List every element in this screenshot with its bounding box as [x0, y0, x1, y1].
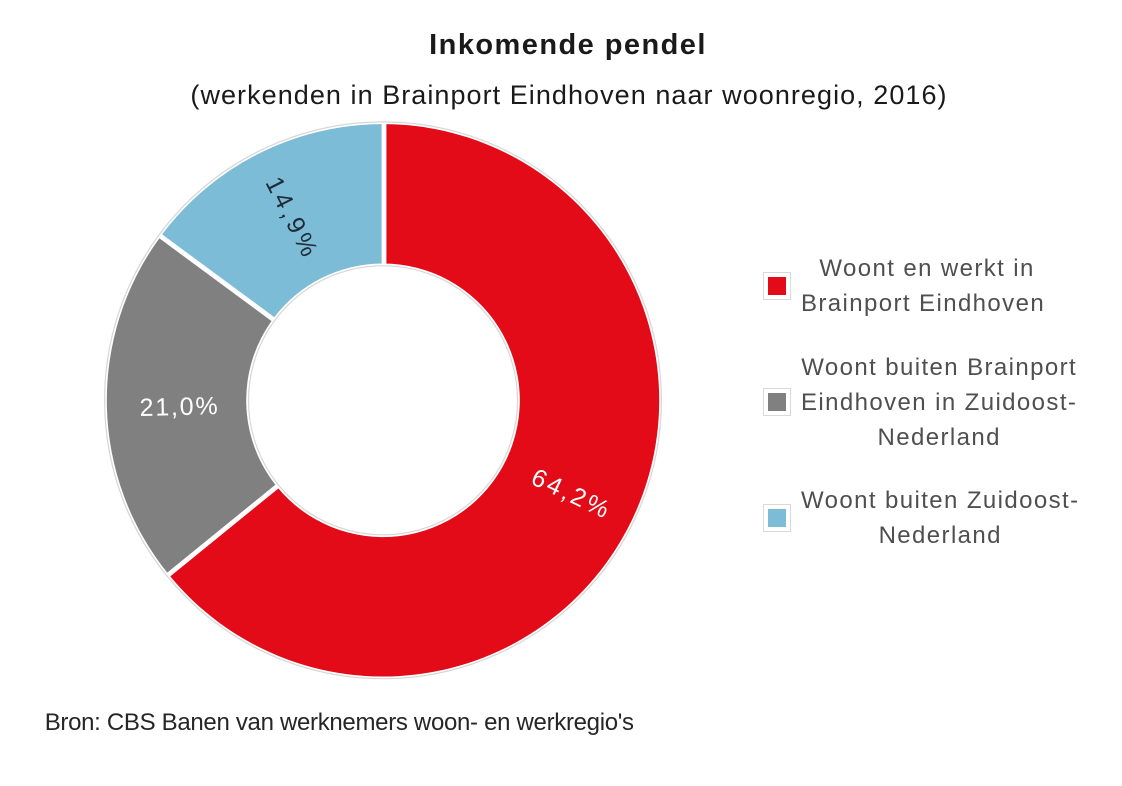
svg-text:21,0%: 21,0%: [139, 392, 220, 422]
